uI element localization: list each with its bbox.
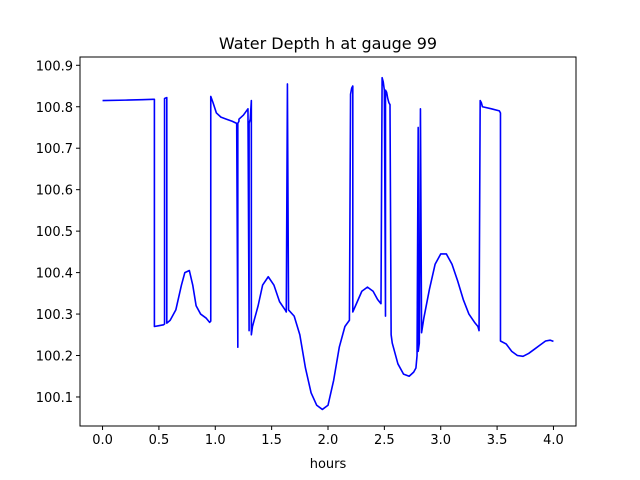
axis-ticks: [76, 64, 554, 430]
y-tick-label: 100.8: [36, 101, 73, 116]
x-tick-label: 1.0: [205, 433, 226, 448]
series-line-h: [102, 76, 554, 411]
x-tick-label: 0.0: [92, 433, 113, 448]
plot-frame: [79, 56, 577, 427]
series-layer: [102, 76, 554, 411]
plot-background: [80, 57, 576, 426]
y-tick-label: 100.9: [36, 59, 73, 74]
x-tick-label: 3.0: [430, 433, 451, 448]
x-tick-label: 0.5: [149, 433, 170, 448]
x-tick-label: 1.5: [261, 433, 282, 448]
y-tick-label: 100.6: [36, 184, 73, 199]
y-tick-label: 100.7: [36, 142, 73, 157]
y-tick-label: 100.3: [36, 308, 73, 323]
y-tick-label: 100.2: [36, 350, 73, 365]
x-axis-label: hours: [310, 457, 347, 472]
axis-tick-labels: 0.0 0.5 1.0 1.5 2.0 2.5 3.0 3.5 4.0 100.1 100.2 100…: [36, 59, 564, 448]
y-tick-label: 100.1: [36, 391, 73, 406]
x-tick-label: 3.5: [487, 433, 508, 448]
chart-title: Water Depth h at gauge 99: [219, 34, 437, 53]
x-tick-label: 4.0: [543, 433, 564, 448]
x-tick-label: 2.5: [374, 433, 395, 448]
y-tick-label: 100.5: [36, 225, 73, 240]
y-tick-label: 100.4: [36, 267, 73, 282]
x-tick-label: 2.0: [318, 433, 339, 448]
